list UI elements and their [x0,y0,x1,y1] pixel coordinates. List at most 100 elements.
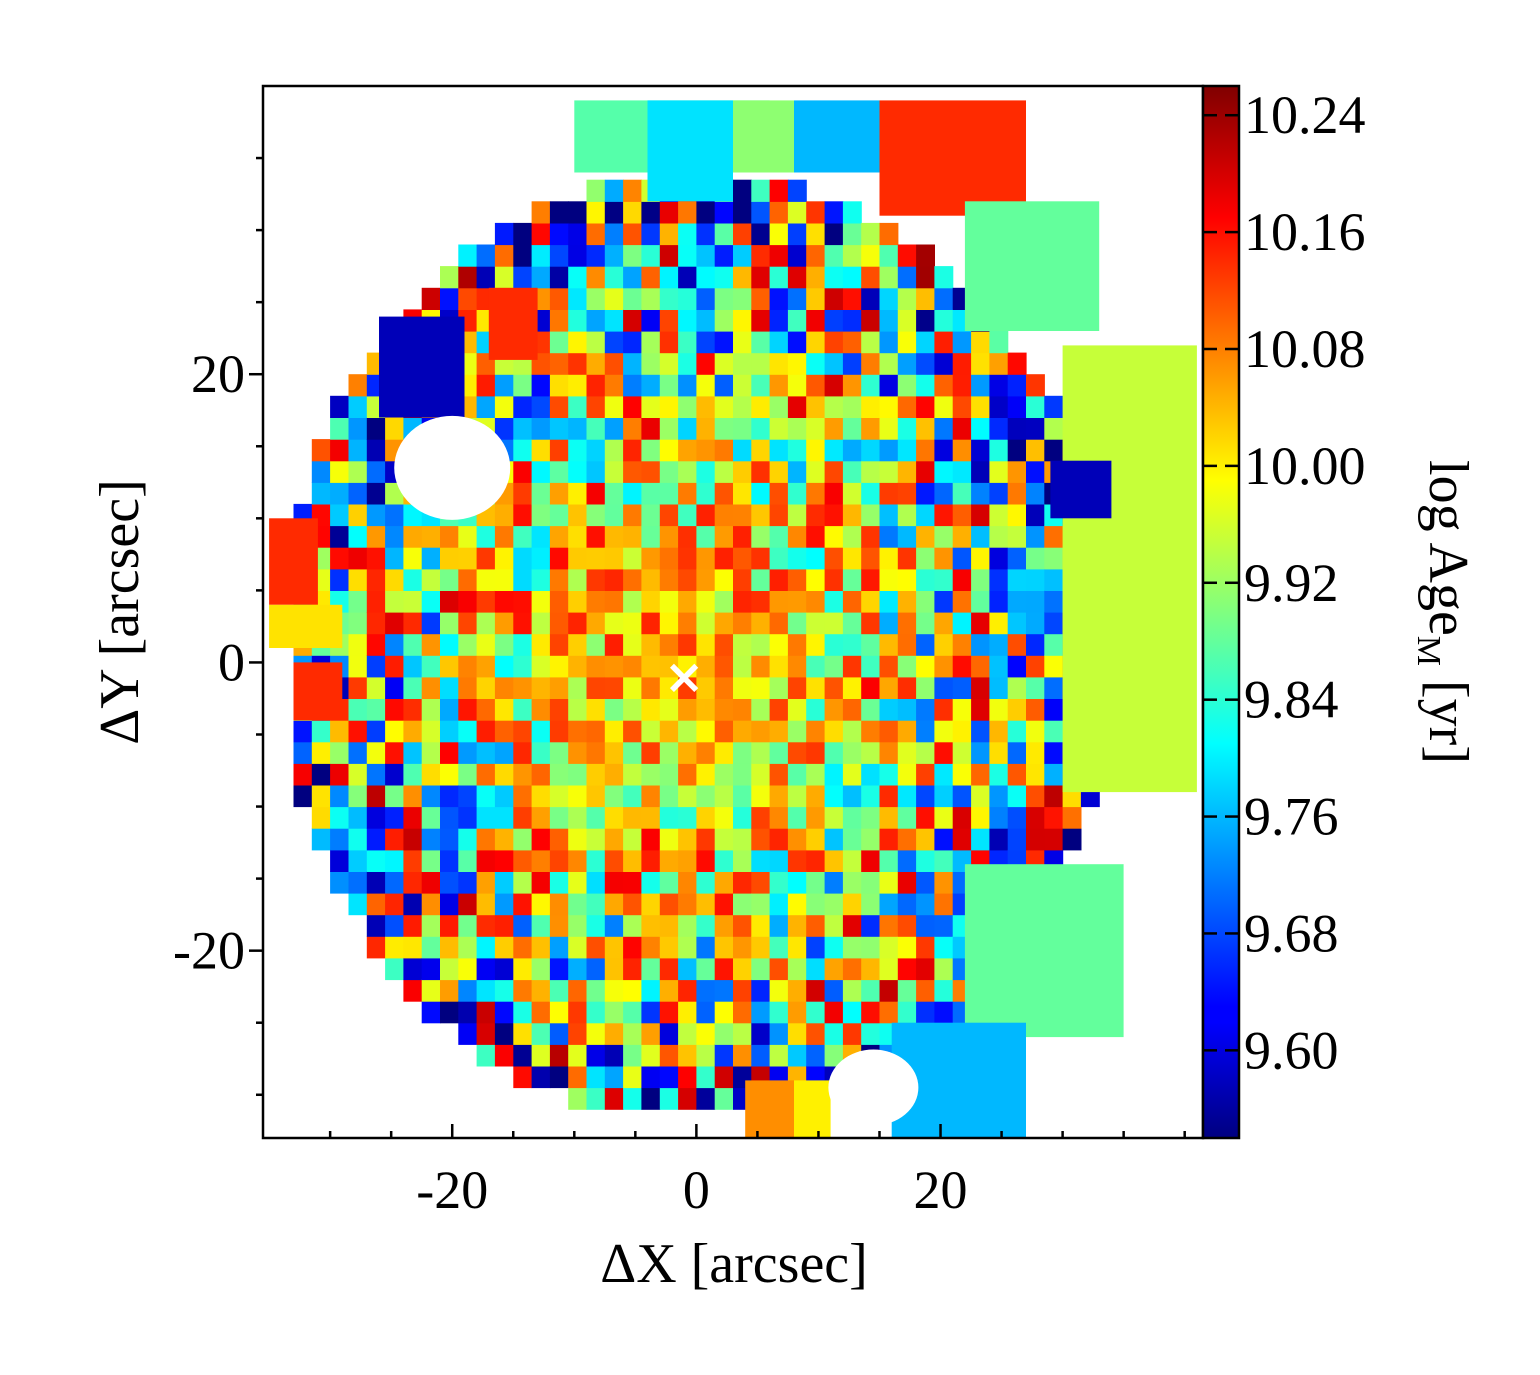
map-pixel [916,568,935,591]
map-pixel [476,568,496,591]
map-pixel [659,374,679,397]
map-pixel [440,957,459,981]
map-pixel [824,957,844,981]
map-pixel [641,849,661,872]
map-pixel [458,655,478,678]
map-pixel [861,482,881,505]
map-pixel [842,503,862,527]
map-pixel [696,439,716,462]
map-pixel [1026,417,1045,440]
map-pixel [897,676,917,699]
map-pixel [934,784,954,808]
map-pixel [934,893,954,916]
map-pixel [824,201,844,224]
map-pixel [1007,633,1027,656]
map-pixel [641,828,661,851]
map-pixel [989,698,1009,721]
map-pixel [787,633,807,656]
map-pixel [659,741,679,764]
map-pixel [311,482,331,505]
map-pixel [733,525,752,548]
map-pixel [678,244,697,267]
map-pixel [952,482,972,505]
map-pixel [568,266,588,289]
right-outer-bin [1062,345,1197,793]
map-pixel [531,503,551,527]
map-pixel [604,655,624,678]
map-pixel [494,698,514,721]
map-pixel [604,244,624,267]
map-pixel [806,460,826,483]
map-pixel [476,741,496,764]
map-pixel [861,957,881,981]
map-pixel [513,439,533,462]
colorbar-tick-label: 10.08 [1244,319,1366,379]
map-pixel [586,482,606,505]
map-pixel [751,871,771,894]
map-pixel [934,849,954,872]
map-pixel [934,720,954,743]
map-pixel [934,1001,954,1024]
map-pixel [952,806,972,829]
map-pixel [348,698,368,721]
map-pixel [513,698,533,721]
map-pixel [916,309,935,332]
map-pixel [678,374,697,397]
map-pixel [751,914,771,937]
map-pixel [751,741,771,764]
map-pixel [458,612,478,635]
map-pixel [604,568,624,591]
map-pixel [769,395,789,418]
map-pixel [971,720,990,743]
colorbar-title-sub: M [1410,636,1447,666]
map-pixel [513,914,533,937]
map-pixel [586,179,606,202]
map-pixel [842,266,862,289]
map-pixel [421,720,441,743]
map-pixel [604,331,624,354]
map-pixel [385,806,404,829]
map-pixel [604,590,624,613]
map-pixel [623,503,642,527]
map-pixel [440,849,459,872]
masked-star-south [828,1049,919,1126]
map-pixel [494,957,514,981]
map-pixel [458,525,478,548]
map-pixel [476,893,496,916]
map-pixel [879,633,899,656]
map-pixel [604,741,624,764]
top-cyan-bin [647,100,733,202]
map-pixel [714,871,734,894]
map-pixel [971,741,990,764]
map-pixel [366,806,386,829]
map-pixel [641,568,661,591]
map-pixel [678,266,697,289]
map-pixel [1007,655,1027,678]
map-pixel [476,525,496,548]
east-blue-bin [1050,460,1112,519]
map-pixel [568,698,588,721]
map-pixel [641,244,661,267]
west-red-bin [269,518,318,605]
map-pixel [824,547,844,570]
map-pixel [934,374,954,397]
map-pixel [531,395,551,418]
map-pixel [879,957,899,981]
map-pixel [952,612,972,635]
map-pixel [916,439,935,462]
map-pixel [549,893,569,916]
map-pixel [586,849,606,872]
map-pixel [604,179,624,202]
map-pixel [513,828,533,851]
map-pixel [494,914,514,937]
map-pixel [641,806,661,829]
map-pixel [934,698,954,721]
map-pixel [348,482,368,505]
colorbar-ticks: 9.60 9.68 9.76 9.84 9.92 10.00 10.08 10.16 10.24 [1203,85,1366,1080]
map-pixel [568,1087,588,1110]
map-pixel [348,568,368,591]
map-pixel [751,979,771,1002]
map-pixel [952,525,972,548]
map-pixel [586,633,606,656]
map-pixel [751,676,771,699]
